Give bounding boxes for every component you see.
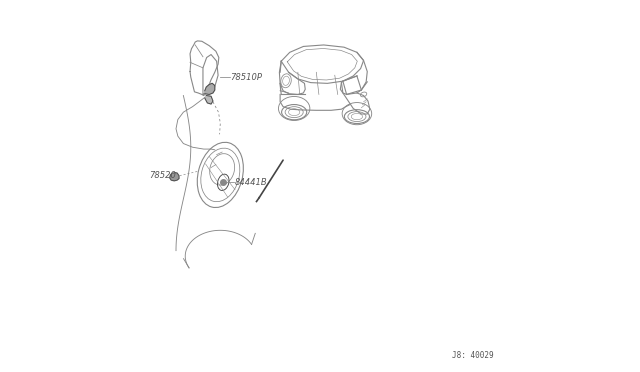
Polygon shape — [170, 173, 179, 181]
Polygon shape — [205, 96, 213, 104]
Text: J8: 40029: J8: 40029 — [452, 351, 493, 360]
Text: 84441B: 84441B — [235, 178, 268, 187]
Text: 78510P: 78510P — [230, 73, 262, 81]
Polygon shape — [205, 83, 215, 94]
Text: 78520: 78520 — [149, 171, 176, 180]
